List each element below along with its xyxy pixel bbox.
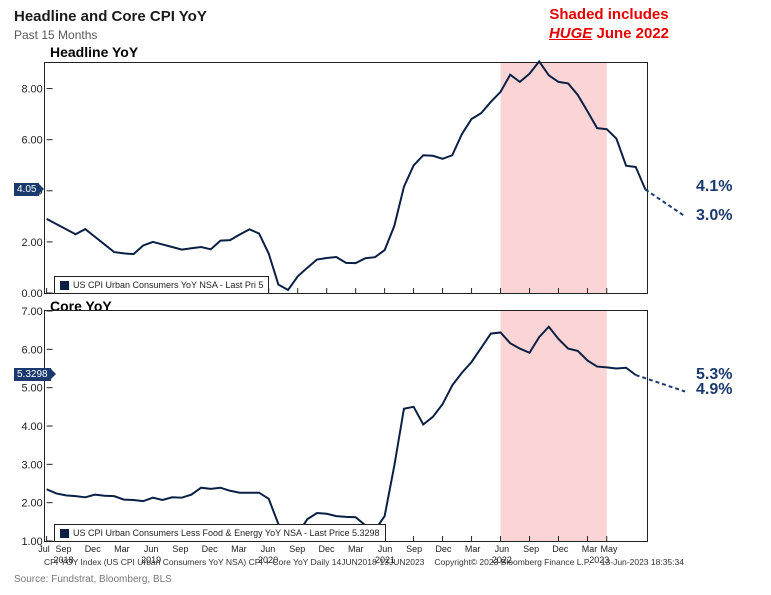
legend-swatch xyxy=(60,281,69,290)
svg-text:3.00: 3.00 xyxy=(21,459,42,471)
svg-text:2.00: 2.00 xyxy=(21,498,42,510)
x-tick-label: May xyxy=(596,544,622,554)
end-label: 4.1% xyxy=(696,178,732,196)
x-tick-label: Dec xyxy=(430,544,456,554)
x-tick-label: Dec xyxy=(80,544,106,554)
x-tick-label: Sep xyxy=(284,544,310,554)
panel2-legend-text: US CPI Urban Consumers Less Food & Energ… xyxy=(73,528,380,538)
panel1-legend: US CPI Urban Consumers YoY NSA - Last Pr… xyxy=(54,276,269,294)
x-tick-label: Dec xyxy=(314,544,340,554)
panel1-legend-text: US CPI Urban Consumers YoY NSA - Last Pr… xyxy=(73,280,263,290)
legend-swatch xyxy=(60,529,69,538)
x-tick-label: Mar xyxy=(343,544,369,554)
end-label: 4.9% xyxy=(696,381,732,399)
svg-text:4.00: 4.00 xyxy=(21,421,42,433)
footer-left: CPI YOY Index (US CPI Urban Consumers Yo… xyxy=(44,557,424,567)
x-tick-label: Jun xyxy=(255,544,281,554)
page-subtitle: Past 15 Months xyxy=(14,28,97,42)
x-tick-label: Mar xyxy=(226,544,252,554)
x-tick-label: Jun xyxy=(138,544,164,554)
x-tick-label: Sep xyxy=(401,544,427,554)
svg-text:8.00: 8.00 xyxy=(21,84,42,96)
x-tick-label: Dec xyxy=(547,544,573,554)
end-label: 3.0% xyxy=(696,207,732,225)
footer-right: 13-Jun-2023 18:35:34 xyxy=(601,557,684,567)
svg-text:6.00: 6.00 xyxy=(21,344,42,356)
svg-text:6.00: 6.00 xyxy=(21,135,42,147)
core-chart: 1.002.003.004.005.006.007.00 xyxy=(44,310,648,542)
x-tick-label: Sep xyxy=(50,544,76,554)
x-tick-label: Sep xyxy=(518,544,544,554)
callout-line2: June 2022 xyxy=(592,25,669,42)
svg-text:5.00: 5.00 xyxy=(21,383,42,395)
page-title: Headline and Core CPI YoY xyxy=(14,8,207,25)
x-tick-label: Jun xyxy=(489,544,515,554)
headline-chart: 0.002.004.006.008.00 xyxy=(44,62,648,294)
shaded-callout: Shaded includes HUGE June 2022 xyxy=(509,6,709,44)
source-line: Source: Fundstrat, Bloomberg, BLS xyxy=(14,574,172,585)
x-tick-label: Dec xyxy=(197,544,223,554)
svg-text:7.00: 7.00 xyxy=(21,306,42,318)
panel1-title: Headline YoY xyxy=(50,44,138,60)
svg-text:2.00: 2.00 xyxy=(21,237,42,249)
svg-text:0.00: 0.00 xyxy=(21,288,42,300)
panel1-axis-marker: 4.05 xyxy=(14,183,39,196)
x-tick-label: Jun xyxy=(372,544,398,554)
callout-huge: HUGE xyxy=(549,25,592,42)
x-tick-label: Mar xyxy=(460,544,486,554)
footer-line: CPI YOY Index (US CPI Urban Consumers Yo… xyxy=(44,557,684,567)
panel2-legend: US CPI Urban Consumers Less Food & Energ… xyxy=(54,524,386,542)
panel2-axis-marker: 5.3298 xyxy=(14,368,51,381)
footer-mid: Copyright© 2023 Bloomberg Finance L.P. xyxy=(434,557,590,567)
x-tick-label: Sep xyxy=(167,544,193,554)
x-tick-label: Mar xyxy=(109,544,135,554)
callout-line1: Shaded includes xyxy=(549,6,668,23)
